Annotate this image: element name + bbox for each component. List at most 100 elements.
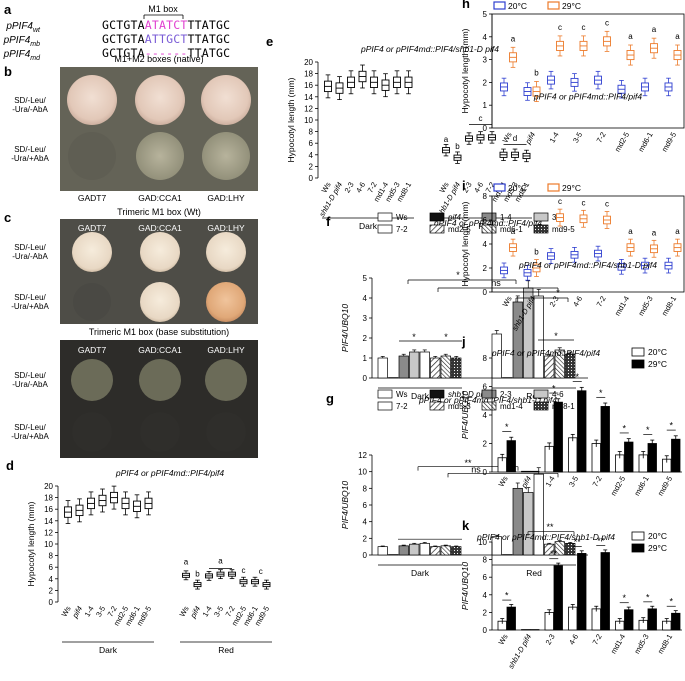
y-tick-label: 0 [363,374,368,383]
panel-b-letter: b [4,64,12,79]
y-tick-label: 20 [304,58,313,67]
sig-letter: a [628,227,633,236]
x-tick-label: Ws [497,632,510,646]
legend-swatch [430,213,444,221]
bar [410,544,420,555]
seq-label: pPIF4md [3,49,42,62]
panel-letter: k [462,518,470,533]
y-tick-label: 4 [309,151,314,160]
bar [420,543,430,555]
colony [202,132,250,180]
sig-letter: c [558,23,562,32]
bar [431,547,441,555]
sig-mark: ** [574,537,582,547]
bar [648,609,657,630]
panel-title: pPIF4 or pPIF4md::PIF4/shb1-D pif4 [360,44,499,54]
x-tick-label: pif4 [523,131,537,147]
legend-swatch [430,402,444,410]
y-tick-label: 0 [483,288,488,297]
bar [441,356,451,378]
y-tick-label: 10 [304,116,313,125]
sig-letter: a [184,557,189,566]
colony [72,232,112,272]
y-tick-label: 5 [483,10,488,19]
colony [206,282,246,322]
y-tick-label: 6 [309,139,314,148]
y-tick-label: 0 [483,468,488,477]
x-tick-label: 4-6 [354,181,367,195]
legend-label: 20°C [648,531,667,541]
panel-title: pPIF4 or pPIF4md::PIF4/shb1-D pif4 [518,260,657,270]
bar [441,546,451,555]
bar [507,607,516,630]
seq-text: GCTGTAATATCTTTATGC [102,18,230,32]
sig-letter: b [534,248,539,257]
legend-swatch [430,390,444,398]
y-axis-label: PIF4/UBQ10 [340,304,350,352]
y-tick-label: 4 [363,294,368,303]
sig-letter: c [479,114,483,123]
colony [135,75,185,125]
y-tick-label: 8 [483,192,488,201]
y-tick-label: 5 [363,274,368,283]
legend-swatch [632,348,644,356]
x-tick-label: Ws [497,474,510,488]
legend-swatch [548,2,559,9]
bar [569,607,578,630]
panel-c-col: GAD:LHY [207,223,245,233]
legend-swatch [378,213,392,221]
x-tick-label: 7-2 [591,475,604,489]
y-tick-label: 4 [483,411,488,420]
x-tick-label: 3-5 [571,131,584,145]
x-tick-label: md5-3 [636,295,654,318]
bar [592,609,601,630]
panel-letter: h [462,0,470,11]
bar [648,444,657,473]
y-tick-label: 8 [483,354,488,363]
colony-empty [73,283,111,321]
y-tick-label: 0 [363,551,368,560]
y-tick-label: 2 [363,334,368,343]
panel-letter: d [6,458,14,473]
panel-b-row2-label: SD/-Leu/-Ura/+AbA [11,145,49,163]
group-label: Dark [411,568,430,578]
x-tick-label: md2-5 [613,131,631,154]
legend-label: 1-4 [500,213,512,222]
sig-letter: a [652,25,657,34]
bar [578,391,587,472]
sig-mark: * [599,388,603,398]
sig-mark: * [622,423,626,433]
x-tick-label: pif4 [70,605,84,621]
bar [534,474,544,555]
sig-letter: a [652,228,657,237]
bar [534,296,544,378]
y-axis-label: Hypocotyl length (mm) [26,501,36,586]
sig-letter: c [582,23,586,32]
y-tick-label: 2 [483,78,488,87]
y-tick-label: 8 [49,552,54,561]
bar [410,352,420,378]
panel-title: pPIF4 or pPIF4md::PIF4/pif4 [115,468,224,478]
y-tick-label: 10 [44,540,53,549]
panel-c-col: GAD:LHY [207,345,245,355]
y-tick-label: 18 [304,70,313,79]
colony [140,232,180,272]
colony [71,359,113,401]
x-tick-label: md1-4 [609,633,627,656]
legend-swatch [632,544,644,552]
sig-letter: a [675,32,680,41]
x-tick-label: md9-5 [660,131,678,154]
y-tick-label: 2 [363,534,368,543]
y-tick-label: 2 [483,440,488,449]
bar [625,610,634,630]
colony-empty [206,412,246,452]
bar [625,442,634,472]
legend-label: md9-5 [552,225,575,234]
y-tick-label: 20 [44,482,53,491]
sig-mark: * [444,332,448,342]
x-tick-label: md1-4 [613,295,631,318]
colony [201,75,251,125]
sig-mark: * [505,591,509,601]
y-tick-label: 14 [304,93,313,102]
